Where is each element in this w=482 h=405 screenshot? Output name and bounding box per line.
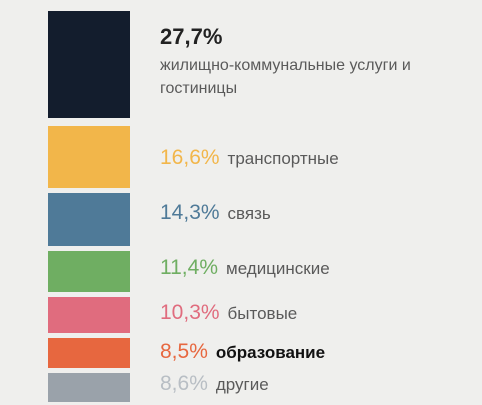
- segment-category-label: медицинские: [226, 259, 330, 278]
- segment-value-label: 10,3%: [160, 301, 220, 324]
- segment-label-4: 10,3% бытовые: [160, 301, 297, 325]
- segment-label-3: 11,4% медицинские: [160, 256, 330, 280]
- segment-label-6: 8,6% другие: [160, 372, 269, 396]
- bar-segment-6: [48, 372, 130, 403]
- bar-segment-0: [48, 11, 130, 119]
- bar-segment-2: [48, 192, 130, 246]
- segment-value-label: 14,3%: [160, 201, 220, 224]
- bar-segment-4: [48, 296, 130, 334]
- segment-label-2: 14,3% связь: [160, 201, 271, 225]
- bar-segment-1: [48, 125, 130, 188]
- bar-segment-5: [48, 338, 130, 368]
- segment-category-label: связь: [227, 204, 271, 223]
- segment-category-label: транспортные: [227, 149, 339, 168]
- segment-label-0: 27,7% жилищно-коммунальные услуги и гости…: [160, 24, 460, 100]
- segment-category-label: бытовые: [227, 304, 298, 323]
- segment-category-label: жилищно-коммунальные услуги и гостиницы: [160, 57, 411, 98]
- segment-value-label: 16,6%: [160, 146, 220, 169]
- segment-value-label: 11,4%: [160, 256, 218, 279]
- segment-category-label: другие: [215, 375, 269, 394]
- segment-label-1: 16,6% транспортные: [160, 146, 339, 170]
- segment-value-label: 8,6%: [160, 372, 208, 395]
- segment-value-label: 27,7%: [160, 24, 223, 49]
- bar-segment-3: [48, 250, 130, 292]
- segment-label-5: 8,5% образование: [160, 340, 325, 364]
- segment-category-label: образование: [215, 343, 326, 362]
- segment-value-label: 8,5%: [160, 340, 208, 363]
